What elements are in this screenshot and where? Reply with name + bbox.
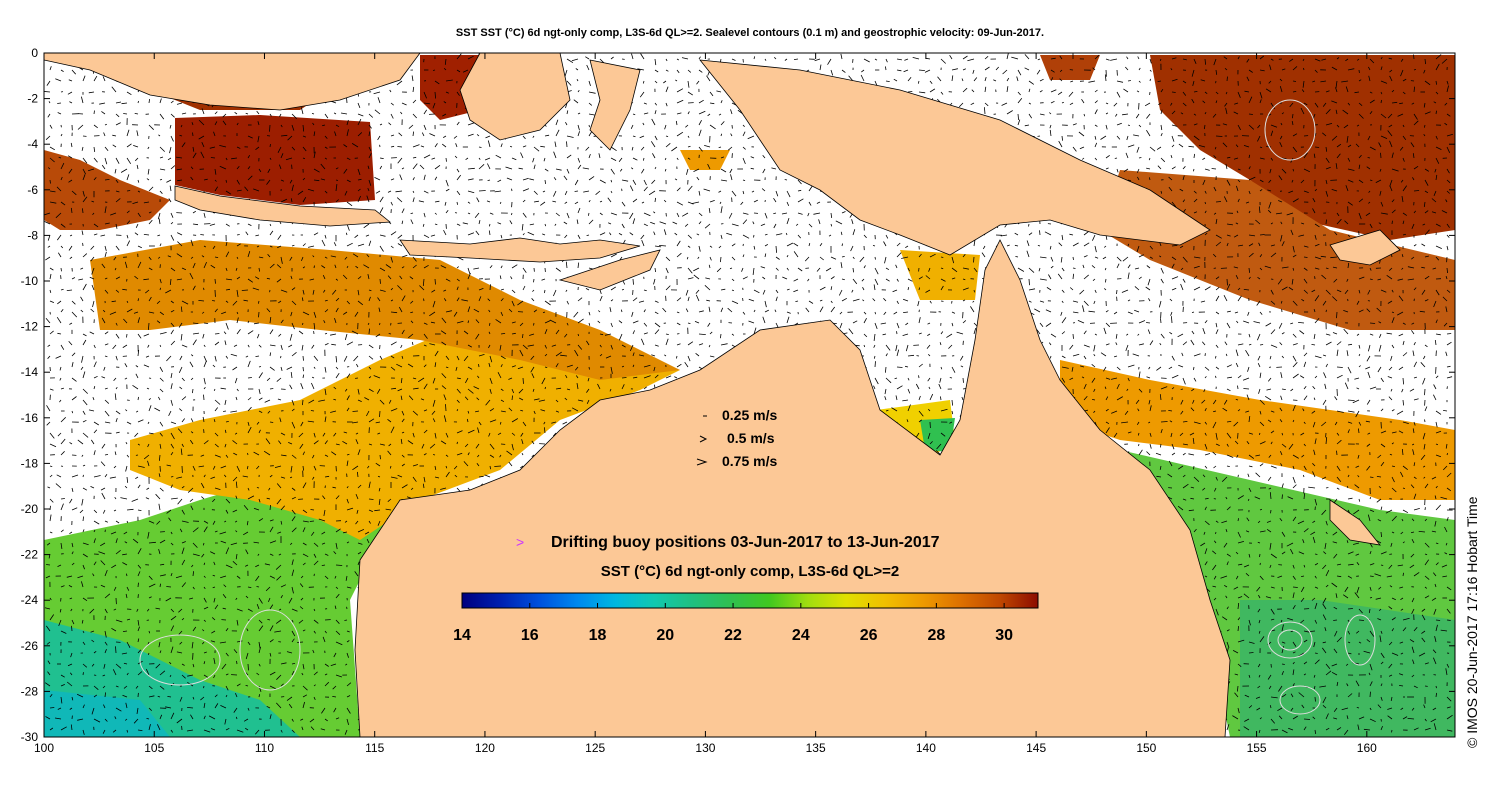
colorbar-tick-label-2: 18 bbox=[589, 627, 607, 644]
y-tick-label-0: 0 bbox=[31, 46, 38, 60]
y-tick-label-1: -2 bbox=[27, 92, 38, 106]
colorbar bbox=[461, 592, 1039, 609]
land-borneo bbox=[459, 53, 571, 141]
y-tick-label-8: -16 bbox=[21, 411, 39, 425]
y-tick-label-14: -28 bbox=[21, 684, 39, 698]
colorbar-tick-label-4: 22 bbox=[724, 627, 742, 644]
y-tick-label-13: -26 bbox=[21, 639, 39, 653]
land-lesser-sunda bbox=[399, 237, 641, 263]
y-tick-label-11: -22 bbox=[21, 548, 39, 562]
colorbar-tick-label-6: 26 bbox=[860, 627, 878, 644]
colorbar-title: SST (°C) 6d ngt-only comp, L3S-6d QL>=2 bbox=[601, 563, 900, 580]
y-axis: 0 -2 -4 -6 -8 -10 -12 -14 -16 -18 -20 -22 -24 -26 -28 -… bbox=[21, 46, 1455, 744]
land-new-caledonia bbox=[1329, 499, 1381, 546]
velocity-legend-arrow-1 bbox=[699, 435, 708, 443]
x-tick-label-3: 115 bbox=[365, 741, 384, 755]
map-title: SST SST (°C) 6d ngt-only comp, L3S-6d QL… bbox=[455, 27, 1045, 39]
velocity-legend-label-1: 0.5 m/s bbox=[727, 430, 775, 446]
x-axis: 100 105 110 115 120 125 130 135 140 145 150 155 160 bbox=[34, 53, 1377, 755]
y-tick-label-3: -6 bbox=[27, 183, 38, 197]
colorbar-tick-label-3: 20 bbox=[656, 627, 674, 644]
velocity-legend-label-2: 0.75 m/s bbox=[722, 453, 777, 469]
y-tick-label-5: -10 bbox=[21, 274, 39, 288]
colorbar-tick-label-7: 28 bbox=[927, 627, 945, 644]
x-tick-label-7: 135 bbox=[806, 741, 826, 755]
velocity-legend: 0.25 m/s 0.5 m/s 0.75 m/s bbox=[696, 407, 777, 469]
land-new-britain bbox=[1329, 229, 1401, 266]
velocity-legend-label-0: 0.25 m/s bbox=[722, 407, 777, 423]
colorbar-tick-label-0: 14 bbox=[453, 627, 471, 644]
y-tick-label-10: -20 bbox=[21, 502, 39, 516]
y-tick-label-4: -8 bbox=[27, 228, 38, 242]
x-tick-label-8: 140 bbox=[916, 741, 936, 755]
map-frame bbox=[43, 52, 1456, 738]
buoy-symbol: > bbox=[516, 534, 524, 550]
colorbar-ticks: 14 16 18 20 22 24 26 28 30 bbox=[453, 603, 1013, 644]
y-tick-label-6: -12 bbox=[21, 320, 39, 334]
y-tick-label-12: -24 bbox=[21, 593, 39, 607]
velocity-legend-arrow-2 bbox=[696, 458, 708, 466]
land-java bbox=[174, 185, 392, 227]
x-tick-label-12: 160 bbox=[1357, 741, 1377, 755]
land-new-guinea bbox=[699, 59, 1211, 256]
y-tick-label-15: -30 bbox=[21, 730, 39, 744]
x-tick-label-11: 155 bbox=[1247, 741, 1267, 755]
credit-text: © IMOS 20-Jun-2017 17:16 Hobart Time bbox=[1464, 496, 1480, 748]
map-plot-area bbox=[44, 53, 1455, 737]
x-tick-label-10: 150 bbox=[1136, 741, 1156, 755]
x-tick-label-0: 100 bbox=[34, 741, 54, 755]
land-timor bbox=[558, 249, 661, 291]
land-australia bbox=[354, 239, 1231, 737]
sealevel-contours bbox=[139, 99, 1376, 715]
land-sulawesi bbox=[589, 59, 641, 151]
land bbox=[44, 53, 1401, 737]
y-tick-label-9: -18 bbox=[21, 456, 39, 470]
x-tick-label-1: 105 bbox=[144, 741, 164, 755]
x-tick-label-9: 145 bbox=[1026, 741, 1046, 755]
buoy-legend-label: Drifting buoy positions 03-Jun-2017 to 1… bbox=[551, 534, 940, 551]
y-tick-label-2: -4 bbox=[27, 137, 38, 151]
colorbar-tick-label-1: 16 bbox=[521, 627, 539, 644]
x-tick-label-5: 125 bbox=[585, 741, 605, 755]
colorbar-tick-label-8: 30 bbox=[995, 627, 1013, 644]
land-sumatra bbox=[44, 53, 421, 111]
y-tick-label-7: -14 bbox=[21, 365, 39, 379]
x-tick-label-6: 130 bbox=[695, 741, 715, 755]
colorbar-tick-label-5: 24 bbox=[792, 627, 810, 644]
x-tick-label-4: 120 bbox=[475, 741, 495, 755]
x-tick-label-2: 110 bbox=[255, 741, 274, 755]
